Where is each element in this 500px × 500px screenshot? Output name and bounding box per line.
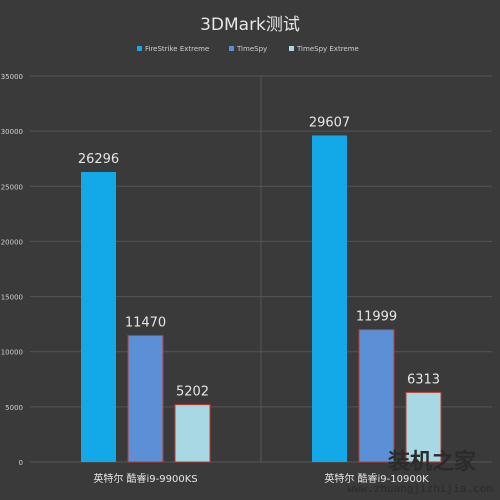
legend-entry: TimeSpy Extreme <box>296 45 359 53</box>
legend-swatch <box>229 46 234 51</box>
legend: FireStrike Extreme TimeSpy TimeSpy Extreme <box>137 45 359 53</box>
legend-swatch <box>137 46 142 51</box>
y-tick-label: 5000 <box>5 404 23 412</box>
legend-swatch <box>289 46 294 51</box>
watermark-text: 装机之家 <box>388 449 477 475</box>
data-label: 11999 <box>356 310 397 325</box>
x-category-label: 英特尔 酷睿i9-9900KS <box>93 472 197 485</box>
data-label: 5202 <box>176 385 209 400</box>
y-axis-ticks: 0 5000 10000 15000 20000 25000 30000 35000 <box>1 73 23 467</box>
bars <box>81 135 442 463</box>
data-labels: 26296 11470 5202 29607 11999 6313 <box>78 115 440 399</box>
watermark-url: www.zhuangjizhijia.com <box>347 482 493 495</box>
bar-timespy-extreme <box>174 404 211 463</box>
bar-firestrike-extreme <box>81 171 116 463</box>
data-label: 26296 <box>78 152 119 167</box>
y-tick-label: 0 <box>19 459 23 467</box>
legend-entry: TimeSpy <box>236 45 267 53</box>
x-axis-labels: 英特尔 酷睿i9-9900KS 英特尔 酷睿i9-10900K <box>93 472 429 485</box>
y-tick-label: 10000 <box>1 349 23 357</box>
y-tick-label: 15000 <box>1 294 23 302</box>
y-tick-label: 20000 <box>1 238 23 246</box>
y-tick-label: 35000 <box>1 73 23 81</box>
bar-timespy <box>358 329 395 463</box>
x-category-label: 英特尔 酷睿i9-10900K <box>324 472 429 485</box>
y-tick-label: 25000 <box>1 183 23 191</box>
data-label: 11470 <box>125 316 166 331</box>
bar-timespy-extreme <box>405 391 442 463</box>
legend-entry: FireStrike Extreme <box>145 45 209 53</box>
chart-title: 3DMark测试 <box>200 15 300 35</box>
watermark: 装机之家 www.zhuangjizhijia.com <box>347 449 493 495</box>
y-tick-label: 30000 <box>1 128 23 136</box>
data-label: 6313 <box>407 372 440 387</box>
data-label: 29607 <box>309 115 350 130</box>
bar-firestrike-extreme <box>312 135 347 462</box>
bar-timespy <box>127 335 164 463</box>
